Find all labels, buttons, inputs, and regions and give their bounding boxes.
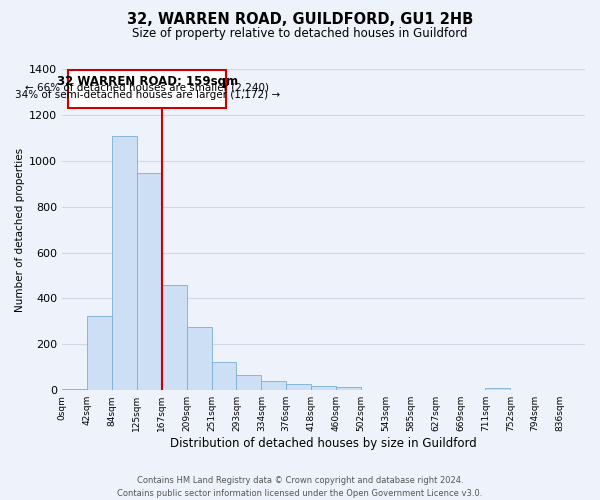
Text: 32 WARREN ROAD: 159sqm: 32 WARREN ROAD: 159sqm — [57, 74, 238, 88]
Bar — [87, 316, 112, 390]
Text: Size of property relative to detached houses in Guildford: Size of property relative to detached ho… — [132, 28, 468, 40]
Bar — [62, 389, 87, 390]
Bar — [311, 386, 336, 390]
Bar — [187, 327, 212, 390]
Text: 34% of semi-detached houses are larger (1,172) →: 34% of semi-detached houses are larger (… — [15, 90, 280, 100]
Bar — [112, 136, 137, 390]
Bar — [236, 374, 262, 390]
Bar — [262, 380, 286, 390]
Bar — [286, 384, 311, 390]
Text: ← 66% of detached houses are smaller (2,240): ← 66% of detached houses are smaller (2,… — [25, 83, 269, 93]
Y-axis label: Number of detached properties: Number of detached properties — [15, 148, 25, 312]
X-axis label: Distribution of detached houses by size in Guildford: Distribution of detached houses by size … — [170, 437, 477, 450]
Bar — [212, 362, 236, 390]
Text: Contains HM Land Registry data © Crown copyright and database right 2024.
Contai: Contains HM Land Registry data © Crown c… — [118, 476, 482, 498]
Bar — [485, 388, 511, 390]
Bar — [162, 284, 187, 390]
Bar — [137, 174, 162, 390]
FancyBboxPatch shape — [68, 70, 226, 108]
Text: 32, WARREN ROAD, GUILDFORD, GU1 2HB: 32, WARREN ROAD, GUILDFORD, GU1 2HB — [127, 12, 473, 28]
Bar — [336, 387, 361, 390]
